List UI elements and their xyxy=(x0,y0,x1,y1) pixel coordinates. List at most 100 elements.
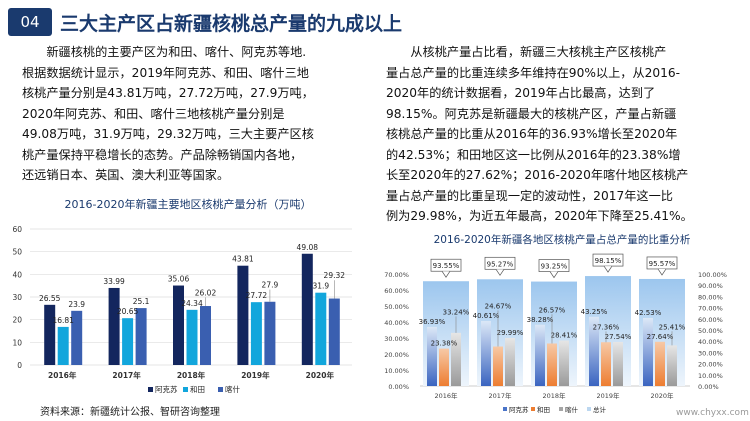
y-tick-label: 20 xyxy=(12,316,22,325)
legend-label: 总计 xyxy=(593,405,607,414)
y2-tick-label: 70.00% xyxy=(698,305,723,313)
y2-tick-label: 60.00% xyxy=(698,316,723,324)
legend-swatch xyxy=(559,407,563,411)
bar-喀什 xyxy=(613,341,623,386)
data-label: 33.99 xyxy=(103,277,125,286)
x-tick-label: 2017年 xyxy=(112,370,141,380)
bar-和田 xyxy=(655,341,665,386)
text-line: 核桃总产量的比重从2016年的36.93%增长至2020年 xyxy=(386,127,678,141)
bar-阿克苏 xyxy=(237,265,249,365)
text-line: 2020年的统计数据看，2019年占比最高，达到了 xyxy=(386,86,656,100)
data-label: 24.67% xyxy=(485,303,512,311)
legend-label: 阿克苏 xyxy=(155,384,178,394)
y-tick-label: 30.00% xyxy=(384,335,409,343)
text-line: 还远销日本、英国、澳大利亚等国家。 xyxy=(22,168,230,182)
data-label: 26.55 xyxy=(39,294,61,303)
data-label: 26.57% xyxy=(539,306,566,314)
text-line: 49.08万吨，31.9万吨，29.32万吨，三大主要产区核 xyxy=(22,127,314,141)
data-label: 27.64% xyxy=(647,333,674,341)
data-label: 36.93% xyxy=(419,318,446,326)
text-line: 桃产量保持平稳增长的态势。产品除畅销国内各地， xyxy=(22,147,303,162)
data-label: 24.34 xyxy=(181,299,203,308)
y2-tick-label: 100.00% xyxy=(698,271,727,279)
y-tick-label: 60.00% xyxy=(384,287,409,295)
data-label: 23.38% xyxy=(431,340,458,348)
data-label: 42.53% xyxy=(635,309,662,317)
data-label: 35.06 xyxy=(168,275,190,284)
legend-label: 和田 xyxy=(190,385,205,394)
bar-和田 xyxy=(315,292,327,365)
x-tick-label: 2020年 xyxy=(306,370,335,380)
data-label: 40.61% xyxy=(473,312,500,320)
data-label: 28.41% xyxy=(551,332,578,340)
legend-swatch xyxy=(587,407,591,411)
data-label: 16.81 xyxy=(52,316,74,325)
section-number: 04 xyxy=(8,8,52,36)
x-tick-label: 2018年 xyxy=(542,391,566,400)
y-tick-label: 40.00% xyxy=(384,319,409,327)
chart-title: 2016-2020年新疆主要地区核桃产量分析（万吨） xyxy=(65,197,312,211)
x-tick-label: 2018年 xyxy=(177,370,206,380)
y-tick-label: 0 xyxy=(17,361,22,370)
right-paragraph: 从核桃产量占比看，新疆三大核桃主产区核桃产 量占总产量的比重连续多年维持在90%以… xyxy=(386,42,736,227)
y2-tick-label: 20.00% xyxy=(698,361,723,369)
bar-和田 xyxy=(439,348,449,386)
text-line: 的42.53%；和田地区这一比例从2016年的23.38%增 xyxy=(386,147,681,162)
page-title: 三大主产区占新疆核桃总产量的九成以上 xyxy=(60,13,403,35)
data-label: 20.65 xyxy=(117,307,139,316)
data-label: 25.41% xyxy=(659,323,686,331)
bar-阿克苏 xyxy=(481,321,491,386)
legend-swatch xyxy=(531,407,535,411)
bar-和田 xyxy=(493,346,503,386)
left-paragraph: 新疆核桃的主要产区为和田、喀什、阿克苏等地. 根据数据统计显示，2019年阿克苏、… xyxy=(22,42,372,186)
callout-pointer xyxy=(657,268,667,276)
total-label: 95.57% xyxy=(649,260,676,268)
data-label: 25.1 xyxy=(133,297,150,306)
bar-阿克苏 xyxy=(589,316,599,386)
y2-tick-label: 50.00% xyxy=(698,327,723,335)
x-tick-label: 2016年 xyxy=(48,370,77,380)
source-note: 资料来源：新疆统计公报、智研咨询整理 xyxy=(40,407,220,418)
legend-label: 喀什 xyxy=(225,384,240,394)
bar-和田 xyxy=(186,309,198,365)
data-label: 43.25% xyxy=(581,308,608,316)
bar-和田 xyxy=(601,342,611,386)
total-label: 93.55% xyxy=(433,262,460,270)
y2-tick-label: 90.00% xyxy=(698,282,723,290)
legend-swatch xyxy=(218,387,223,392)
x-tick-label: 2017年 xyxy=(488,391,512,400)
bar-喀什 xyxy=(505,338,515,386)
y-tick-label: 10.00% xyxy=(384,367,409,375)
legend-label: 喀什 xyxy=(565,405,579,414)
bar-喀什 xyxy=(451,332,461,386)
y2-tick-label: 0.00% xyxy=(698,383,719,391)
text-line: 从核桃产量占比看，新疆三大核桃主产区核桃产 xyxy=(386,45,667,59)
x-tick-label: 2019年 xyxy=(241,370,270,380)
bar-和田 xyxy=(250,302,262,365)
callout-pointer xyxy=(549,271,559,279)
y-tick-label: 40 xyxy=(12,270,22,279)
x-tick-label: 2019年 xyxy=(596,391,620,400)
y-tick-label: 50 xyxy=(12,248,22,257)
y-tick-label: 60 xyxy=(12,225,22,234)
callout-pointer xyxy=(441,271,451,278)
bar-喀什 xyxy=(264,301,276,365)
bar-喀什 xyxy=(200,306,211,365)
text-line: 例为29.98%，为近五年最高，2020年下降至25.41%。 xyxy=(386,209,693,223)
bar-喀什 xyxy=(135,308,147,365)
bar-喀什 xyxy=(559,340,569,386)
bar-喀什 xyxy=(71,310,83,365)
legend-swatch xyxy=(503,407,507,411)
bar-喀什 xyxy=(667,345,677,386)
bar-阿克苏 xyxy=(535,324,545,386)
data-label: 27.54% xyxy=(605,333,632,341)
y-tick-label: 10 xyxy=(12,338,22,347)
bar-阿克苏 xyxy=(427,326,437,386)
y-tick-label: 20.00% xyxy=(384,351,409,359)
data-label: 27.72 xyxy=(246,291,268,300)
callout-pointer xyxy=(603,265,613,273)
data-label: 27.36% xyxy=(593,323,620,331)
bar-阿克苏 xyxy=(108,287,120,365)
bar-阿克苏 xyxy=(173,285,184,365)
text-line: 量占总产量的比重呈现一定的波动性，2017年这一比 xyxy=(386,188,673,203)
